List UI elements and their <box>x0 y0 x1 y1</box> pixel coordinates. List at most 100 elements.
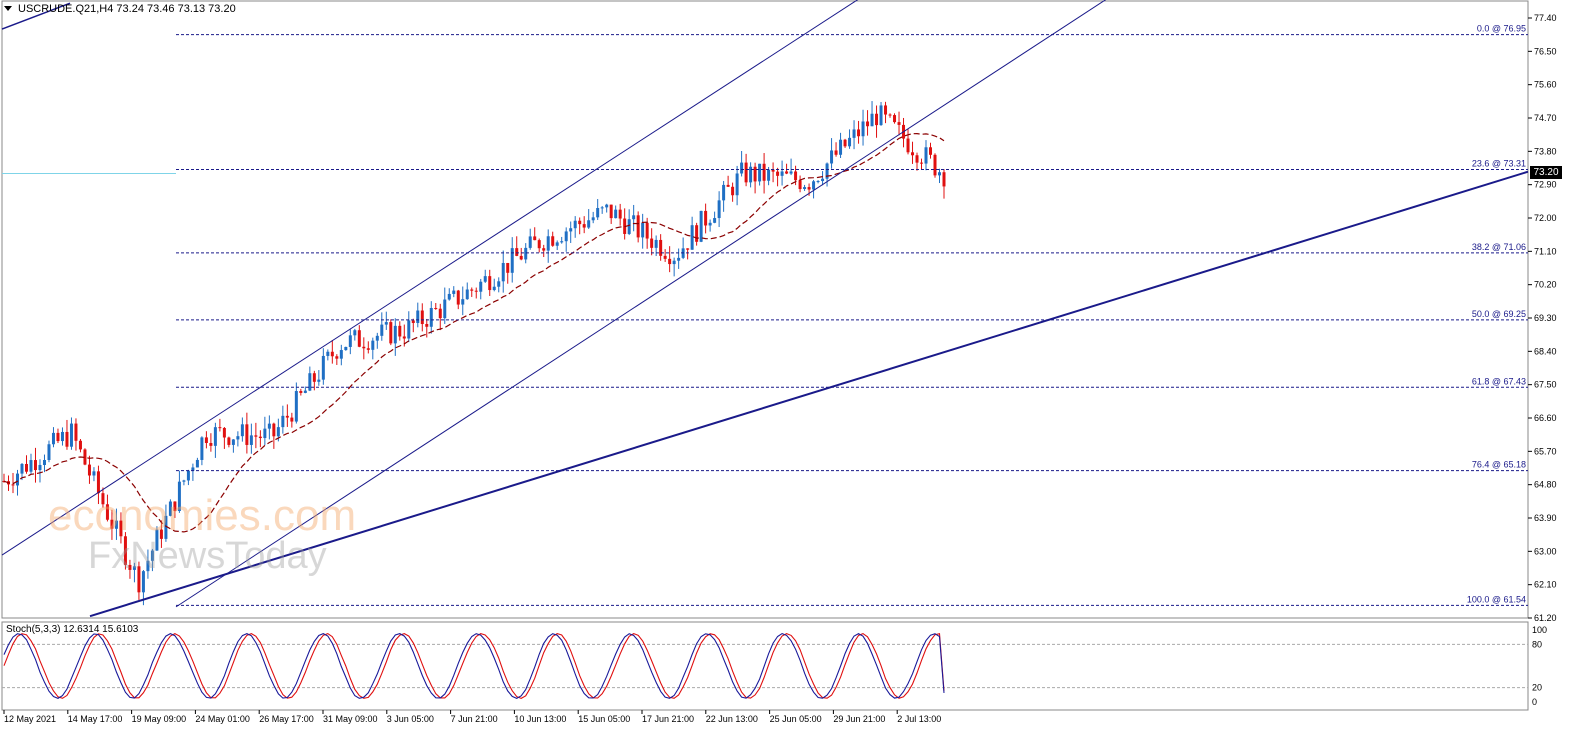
candle-bull <box>510 248 514 273</box>
candle-bear <box>420 310 424 325</box>
candle-bull <box>42 459 46 465</box>
candle-bear <box>731 186 735 196</box>
stoch-level-label: 0 <box>1532 697 1537 707</box>
candle-bull <box>371 340 375 350</box>
candle-bull <box>722 184 726 201</box>
y-tick-label: 68.40 <box>1534 346 1557 356</box>
candle-bear <box>668 258 672 265</box>
candle-bear <box>915 155 919 163</box>
candle-bear <box>650 238 654 248</box>
candle-bull <box>749 166 753 183</box>
candle-bull <box>528 236 532 248</box>
stoch-level-label: 100 <box>1532 625 1547 635</box>
candle-bull <box>38 464 42 471</box>
y-tick-label: 72.00 <box>1534 213 1557 223</box>
candle-bear <box>551 236 555 246</box>
stoch-main-line <box>3 632 945 700</box>
x-tick-label: 7 Jun 21:00 <box>451 714 498 724</box>
candle-bull <box>501 262 505 282</box>
candle-bull <box>317 379 321 382</box>
candle-bull <box>60 431 64 442</box>
candle-bull <box>344 346 348 351</box>
candle-bear <box>290 417 294 422</box>
candle-bull <box>326 351 330 356</box>
old-trend-line <box>1 2 71 30</box>
x-tick-label: 25 Jun 05:00 <box>770 714 822 724</box>
candle-bear <box>218 427 222 429</box>
candle-bull <box>483 276 487 282</box>
candle-bull <box>861 121 865 137</box>
candle-bear <box>389 322 393 344</box>
candle-bull <box>15 473 19 486</box>
candle-bull <box>353 330 357 336</box>
symbol-dropdown-icon[interactable] <box>4 6 12 11</box>
candle-bull <box>690 225 694 250</box>
candle-bull <box>852 129 856 138</box>
candle-bear <box>659 239 663 256</box>
candle-bear <box>578 220 582 225</box>
candle-bull <box>146 560 150 572</box>
candle-bear <box>78 440 82 450</box>
stoch-pane-frame <box>1 621 1529 711</box>
y-tick-label: 74.70 <box>1534 113 1557 123</box>
y-tick-label: 63.90 <box>1534 513 1557 523</box>
candle-bull <box>848 137 852 147</box>
candle-bear <box>843 139 847 147</box>
candle-bear <box>663 255 667 259</box>
candle-bull <box>632 215 636 220</box>
candle-bear <box>209 443 213 446</box>
candle-bear <box>929 147 933 155</box>
y-tick-label: 62.10 <box>1534 580 1557 590</box>
candle-bear <box>227 437 231 445</box>
candle-bull <box>924 147 928 164</box>
candle-bull <box>479 281 483 292</box>
candle-bull <box>627 219 631 234</box>
candle-bear <box>785 171 789 174</box>
candle-bull <box>281 415 285 428</box>
candle-bear <box>645 222 649 239</box>
candle-bear <box>884 105 888 115</box>
candle-bull <box>713 218 717 223</box>
candle-bear <box>582 224 586 228</box>
candle-bear <box>33 460 37 471</box>
x-tick-label: 14 May 17:00 <box>68 714 123 724</box>
candle-bull <box>384 322 388 325</box>
candle-bear <box>537 240 541 249</box>
candle-bull <box>168 501 172 516</box>
candle-bear <box>96 471 100 494</box>
candle-bear <box>911 152 915 156</box>
candle-bear <box>542 248 546 251</box>
candle-bear <box>56 432 60 442</box>
candle-bull <box>812 181 816 190</box>
candle-bear <box>519 255 523 260</box>
candle-bull <box>200 437 204 460</box>
candle-bear <box>312 373 316 382</box>
candle-bear <box>398 325 402 337</box>
candle-bear <box>488 276 492 291</box>
candle-bear <box>866 121 870 127</box>
x-tick-label: 3 Jun 05:00 <box>387 714 434 724</box>
candle-bear <box>254 435 258 437</box>
candle-bull <box>740 162 744 174</box>
candle-bull <box>294 391 298 422</box>
candle-bull <box>303 390 307 393</box>
x-tick-label: 24 May 01:00 <box>195 714 250 724</box>
candle-bull <box>267 423 271 429</box>
candle-bull <box>816 181 820 183</box>
candle-bull <box>735 173 739 196</box>
candle-bear <box>933 154 937 176</box>
candle-bear <box>771 169 775 172</box>
candle-bear <box>357 330 361 347</box>
candle-bull <box>69 423 73 447</box>
candle-bear <box>875 113 879 126</box>
y-tick-label: 65.70 <box>1534 446 1557 456</box>
candle-bear <box>506 262 510 273</box>
fib-level-label: 76.4 @ 65.18 <box>1472 460 1526 470</box>
candle-bear <box>24 463 28 472</box>
candle-bull <box>447 293 451 300</box>
candle-bear <box>425 324 429 327</box>
y-tick-label: 75.60 <box>1534 80 1557 90</box>
stoch-header: Stoch(5,3,3) 12.6314 15.6103 <box>6 624 139 635</box>
